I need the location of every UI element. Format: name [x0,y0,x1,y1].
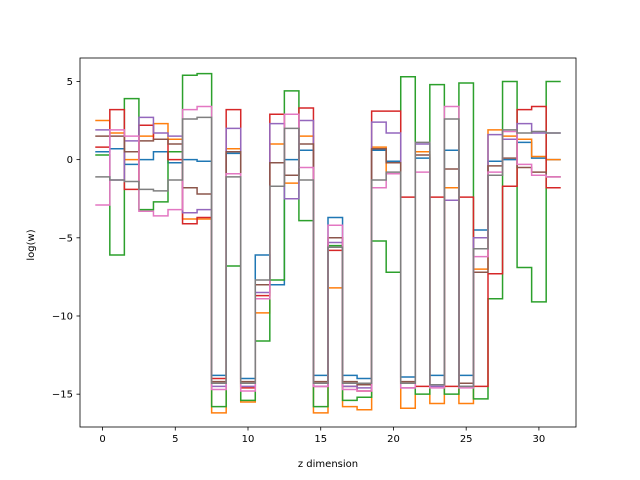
x-tick-label: 15 [314,434,327,445]
y-tick-label: 5 [67,77,73,88]
x-tick-label: 25 [460,434,473,445]
x-tick-label: 5 [172,434,178,445]
series-line-8 [95,116,561,388]
x-axis-label: z dimension [298,459,358,470]
y-axis-label: log(w) [26,229,37,260]
x-tick-label: 30 [533,434,546,445]
axes-layer: 0 5 10 15 20 25 30 5 0 −5 −10 −15 [52,57,577,445]
series-layer [95,72,561,414]
y-tick-label: −15 [52,390,73,401]
plot-frame [79,57,577,428]
y-tick-label: −10 [52,311,73,322]
y-tick-label: −5 [58,233,73,244]
x-tick-label: 20 [387,434,400,445]
y-tick-label: 0 [67,155,73,166]
x-tick-label: 10 [242,434,255,445]
x-tick-label: 0 [99,434,105,445]
